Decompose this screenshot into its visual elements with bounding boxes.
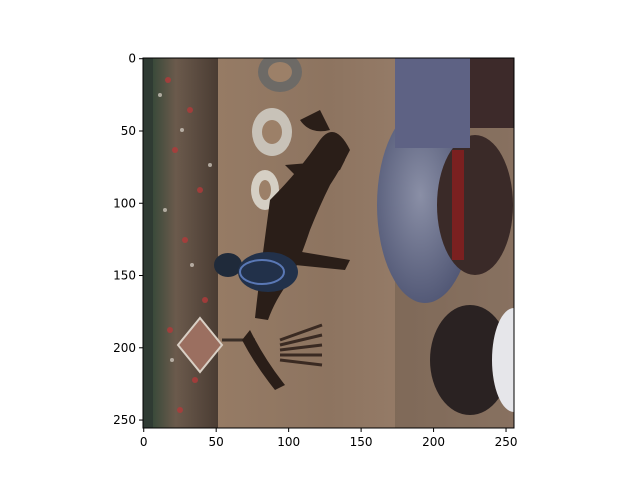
- y-tick-label: 200: [113, 341, 136, 355]
- x-tick-label: 50: [209, 435, 224, 449]
- x-tick-label: 100: [277, 435, 300, 449]
- image-content: [143, 58, 514, 428]
- y-tick-label: 250: [113, 413, 136, 427]
- y-axis-ticks: 0 50 100 150 200 250: [113, 52, 143, 427]
- y-tick-label: 150: [113, 269, 136, 283]
- x-tick-label: 250: [495, 435, 518, 449]
- x-axis-ticks: 0 50 100 150 200 250: [140, 428, 518, 449]
- x-tick-label: 150: [350, 435, 373, 449]
- x-tick-label: 200: [422, 435, 445, 449]
- x-tick-label: 0: [140, 435, 148, 449]
- y-tick-label: 0: [128, 52, 136, 66]
- axes-frame: [142, 57, 515, 429]
- y-tick-label: 50: [121, 124, 136, 138]
- y-tick-label: 100: [113, 196, 136, 210]
